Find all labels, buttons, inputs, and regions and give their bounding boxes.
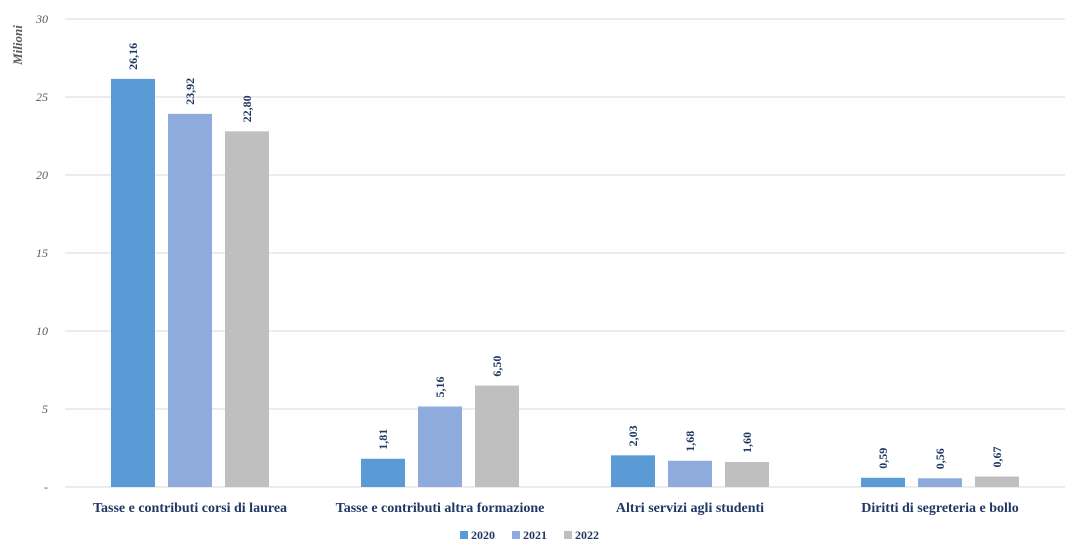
bar xyxy=(418,406,462,487)
y-tick-label: 15 xyxy=(36,246,48,260)
data-label: 1,68 xyxy=(683,431,697,452)
y-tick-label: 10 xyxy=(36,324,48,338)
category-label: Tasse e contributi corsi di laurea xyxy=(93,501,287,516)
data-labels: 26,16 23,92 22,80 1,81 5,16 6,50 2,03 1,68 1,60 0… xyxy=(126,43,1004,469)
data-label: 5,16 xyxy=(433,377,447,398)
y-tick-label: 25 xyxy=(36,90,48,104)
legend: 2020 2021 2022 xyxy=(460,528,599,542)
bar xyxy=(975,476,1019,487)
bar xyxy=(361,458,405,487)
data-label: 26,16 xyxy=(126,43,140,70)
data-label: 2,03 xyxy=(626,425,640,446)
y-tick-label: 20 xyxy=(36,168,48,182)
y-axis-ticks: - 5 10 15 20 25 30 xyxy=(35,12,48,494)
legend-label: 2022 xyxy=(575,528,599,542)
data-label: 0,59 xyxy=(876,448,890,469)
category-label: Diritti di segreteria e bollo xyxy=(861,501,1019,516)
bar xyxy=(725,462,769,487)
legend-swatch xyxy=(564,531,572,539)
data-label: 0,67 xyxy=(990,447,1004,468)
data-label: 6,50 xyxy=(490,356,504,377)
data-label: 1,60 xyxy=(740,432,754,453)
legend-label: 2021 xyxy=(523,528,547,542)
x-axis-categories: Tasse e contributi corsi di laurea Tasse … xyxy=(93,501,1019,516)
bar xyxy=(611,455,655,487)
legend-swatch xyxy=(460,531,468,539)
bar xyxy=(225,131,269,487)
bar xyxy=(668,460,712,487)
bar xyxy=(918,478,962,487)
y-axis-label: Milioni xyxy=(10,25,25,66)
gridlines xyxy=(65,18,1065,488)
data-label: 23,92 xyxy=(183,78,197,105)
category-label: Tasse e contributi altra formazione xyxy=(336,501,545,516)
y-tick-label: 30 xyxy=(35,12,48,26)
data-label: 0,56 xyxy=(933,448,947,469)
data-label: 1,81 xyxy=(376,429,390,450)
category-label: Altri servizi agli studenti xyxy=(616,501,764,516)
bar xyxy=(111,78,155,488)
y-tick-label: 5 xyxy=(42,402,48,416)
legend-label: 2020 xyxy=(471,528,495,542)
bar xyxy=(861,477,905,487)
bar xyxy=(475,385,519,487)
bars xyxy=(111,78,1019,488)
bar xyxy=(168,113,212,488)
legend-swatch xyxy=(512,531,520,539)
y-tick-label: - xyxy=(44,480,48,494)
data-label: 22,80 xyxy=(240,95,254,122)
